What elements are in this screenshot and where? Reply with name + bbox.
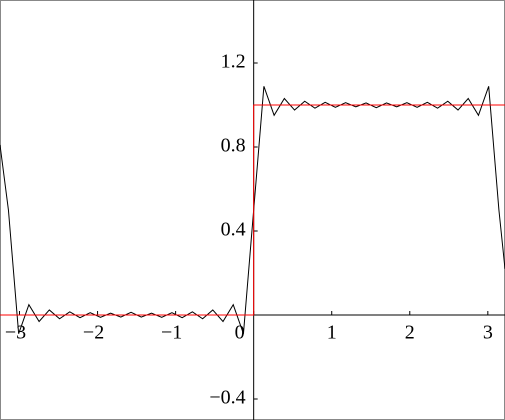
y-tick-label: 0.8 xyxy=(221,135,246,157)
y-tick-label: 1.2 xyxy=(221,51,246,73)
x-tick-label: 1 xyxy=(327,322,337,344)
x-tick-label: −1 xyxy=(161,322,182,344)
x-tick-label: 0 xyxy=(235,322,245,344)
y-tick-label: −0.4 xyxy=(209,387,245,409)
x-tick-label: 2 xyxy=(405,322,415,344)
series-line xyxy=(0,104,505,316)
y-tick-label: 0.4 xyxy=(221,219,246,241)
x-tick-label: −2 xyxy=(83,322,104,344)
x-tick-label: 3 xyxy=(483,322,493,344)
x-tick-label: −3 xyxy=(5,322,26,344)
